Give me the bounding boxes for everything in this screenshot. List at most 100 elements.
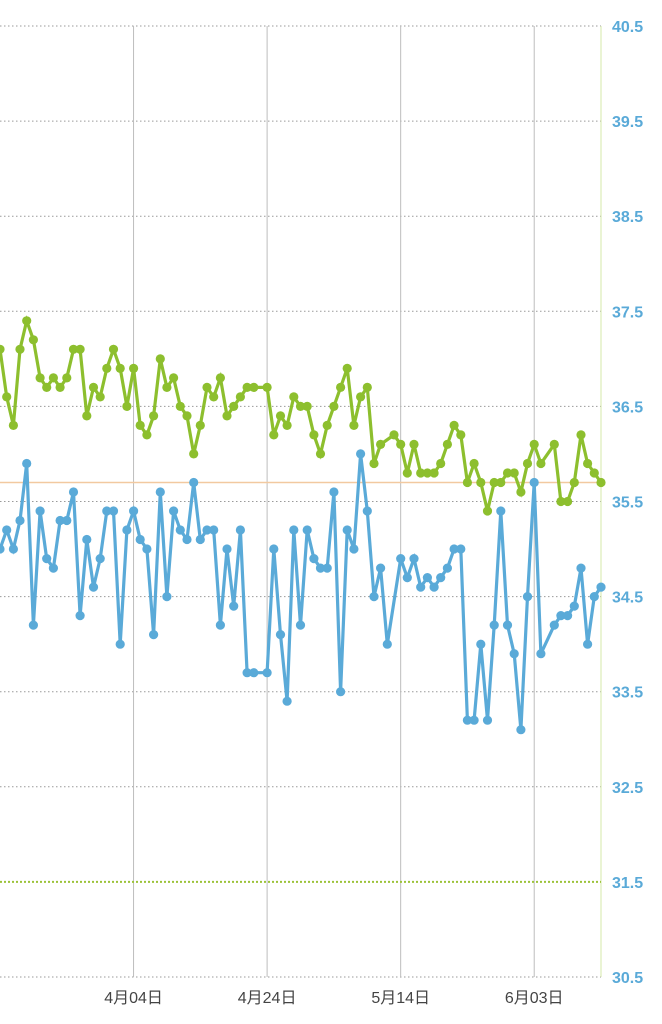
data-point[interactable] — [209, 525, 219, 535]
data-point[interactable] — [389, 430, 399, 440]
data-point[interactable] — [489, 620, 499, 630]
data-point[interactable] — [469, 715, 479, 725]
data-point[interactable] — [509, 468, 519, 478]
data-point[interactable] — [22, 458, 32, 469]
data-point[interactable] — [329, 487, 339, 497]
data-point[interactable] — [462, 715, 472, 725]
data-point[interactable] — [229, 401, 239, 411]
data-point[interactable] — [2, 525, 12, 535]
data-point[interactable] — [309, 554, 319, 564]
data-point[interactable] — [422, 573, 432, 583]
data-point[interactable] — [589, 468, 599, 478]
data-point[interactable] — [362, 382, 372, 392]
data-point[interactable] — [95, 392, 105, 402]
data-point[interactable] — [529, 439, 539, 449]
data-point[interactable] — [456, 430, 466, 440]
data-point[interactable] — [416, 582, 426, 592]
data-point[interactable] — [336, 382, 346, 392]
data-point[interactable] — [135, 534, 145, 545]
data-point[interactable] — [2, 392, 12, 402]
data-point[interactable] — [376, 563, 386, 573]
data-point[interactable] — [242, 668, 252, 678]
data-point[interactable] — [496, 477, 506, 488]
data-point[interactable] — [235, 392, 245, 402]
data-point[interactable] — [48, 563, 59, 573]
data-point[interactable] — [322, 563, 332, 573]
data-point[interactable] — [62, 515, 72, 526]
data-point[interactable] — [356, 392, 366, 402]
data-point[interactable] — [169, 506, 179, 516]
data-point[interactable] — [155, 354, 165, 364]
data-point[interactable] — [195, 534, 205, 545]
data-point[interactable] — [275, 630, 286, 640]
data-point[interactable] — [169, 373, 179, 383]
data-point[interactable] — [342, 363, 352, 373]
data-point[interactable] — [249, 382, 259, 392]
data-point[interactable] — [262, 668, 272, 678]
data-point[interactable] — [215, 373, 225, 383]
data-point[interactable] — [115, 363, 125, 373]
data-point[interactable] — [449, 544, 459, 554]
data-point[interactable] — [462, 477, 472, 488]
data-point[interactable] — [342, 525, 352, 535]
data-point[interactable] — [402, 468, 412, 478]
data-point[interactable] — [576, 563, 586, 573]
data-point[interactable] — [396, 439, 406, 449]
data-point[interactable] — [476, 639, 486, 649]
data-point[interactable] — [583, 639, 593, 649]
data-point[interactable] — [315, 563, 326, 573]
data-point[interactable] — [62, 373, 72, 383]
data-point[interactable] — [202, 382, 212, 392]
data-point[interactable] — [289, 525, 299, 535]
data-point[interactable] — [88, 382, 99, 392]
data-point[interactable] — [576, 430, 586, 440]
data-point[interactable] — [336, 687, 346, 697]
data-point[interactable] — [182, 411, 192, 421]
data-point[interactable] — [522, 592, 533, 602]
data-point[interactable] — [369, 592, 379, 602]
data-point[interactable] — [583, 458, 593, 469]
data-point[interactable] — [396, 554, 406, 564]
data-point[interactable] — [456, 544, 466, 554]
data-point[interactable] — [402, 573, 412, 583]
data-point[interactable] — [189, 477, 199, 488]
data-point[interactable] — [195, 420, 205, 430]
data-point[interactable] — [469, 458, 479, 469]
data-point[interactable] — [275, 411, 286, 421]
data-point[interactable] — [482, 506, 493, 516]
data-point[interactable] — [522, 458, 533, 469]
data-point[interactable] — [536, 649, 546, 659]
data-point[interactable] — [108, 506, 119, 516]
data-point[interactable] — [15, 344, 25, 354]
data-point[interactable] — [75, 611, 85, 621]
data-point[interactable] — [563, 496, 573, 507]
data-point[interactable] — [28, 335, 38, 345]
data-point[interactable] — [449, 420, 459, 430]
data-point[interactable] — [282, 420, 292, 430]
data-point[interactable] — [0, 344, 5, 354]
data-point[interactable] — [149, 411, 159, 421]
data-point[interactable] — [596, 477, 606, 488]
data-point[interactable] — [68, 344, 79, 354]
data-point[interactable] — [569, 477, 579, 488]
data-point[interactable] — [15, 515, 25, 526]
data-point[interactable] — [55, 382, 65, 392]
data-point[interactable] — [0, 544, 5, 554]
data-point[interactable] — [102, 506, 112, 516]
data-point[interactable] — [295, 620, 306, 630]
data-point[interactable] — [509, 649, 519, 659]
data-point[interactable] — [409, 554, 419, 564]
data-point[interactable] — [436, 458, 446, 469]
data-point[interactable] — [95, 554, 105, 564]
data-point[interactable] — [549, 620, 559, 630]
data-point[interactable] — [429, 582, 439, 592]
data-point[interactable] — [55, 515, 65, 526]
data-point[interactable] — [295, 401, 306, 411]
data-point[interactable] — [529, 477, 539, 488]
data-point[interactable] — [135, 420, 145, 430]
data-point[interactable] — [376, 439, 386, 449]
data-point[interactable] — [349, 420, 359, 430]
data-point[interactable] — [8, 420, 18, 430]
data-point[interactable] — [282, 696, 292, 706]
data-point[interactable] — [556, 496, 566, 507]
